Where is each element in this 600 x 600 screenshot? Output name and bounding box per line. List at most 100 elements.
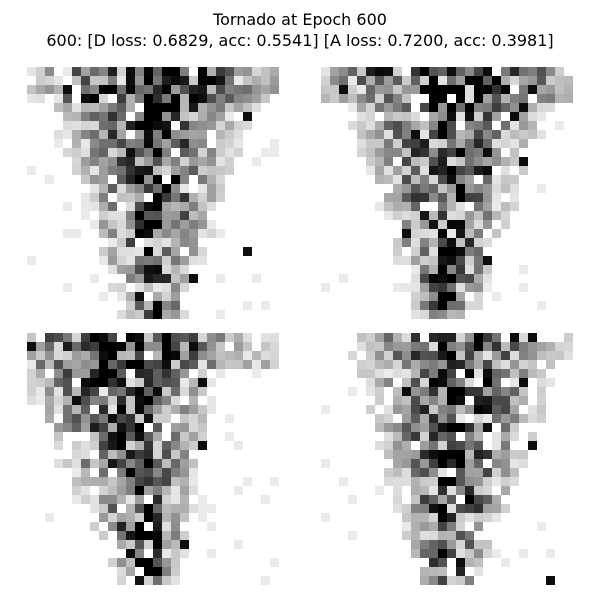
pixel — [117, 76, 127, 86]
pixel — [465, 360, 475, 370]
pixel — [207, 148, 217, 158]
pixel — [420, 256, 430, 266]
pixel — [180, 265, 190, 275]
pixel — [144, 121, 154, 131]
pixel — [198, 423, 208, 433]
pixel — [492, 175, 502, 185]
pixel — [72, 229, 82, 239]
pixel — [81, 414, 91, 424]
pixel — [198, 148, 208, 158]
pixel — [216, 333, 226, 343]
pixel — [501, 220, 511, 230]
pixel — [144, 76, 154, 86]
pixel — [126, 202, 136, 212]
pixel — [402, 441, 412, 451]
pixel — [402, 351, 412, 361]
pixel — [474, 184, 484, 194]
pixel — [153, 531, 163, 541]
pixel — [144, 486, 154, 496]
pixel — [438, 567, 448, 577]
pixel — [429, 504, 439, 514]
pixel — [483, 414, 493, 424]
pixel — [420, 283, 430, 293]
pixel — [216, 166, 226, 176]
pixel — [171, 139, 181, 149]
pixel — [171, 292, 181, 302]
pixel — [420, 193, 430, 203]
pixel — [90, 504, 100, 514]
pixel — [411, 292, 421, 302]
pixel — [27, 333, 37, 343]
pixel — [189, 441, 199, 451]
pixel — [153, 103, 163, 113]
pixel — [135, 477, 145, 487]
pixel — [126, 432, 136, 442]
pixel — [117, 283, 127, 293]
pixel — [402, 130, 412, 140]
pixel — [375, 486, 385, 496]
pixel — [144, 414, 154, 424]
pixel — [99, 229, 109, 239]
pixel — [117, 450, 127, 460]
stats-line: 600: [D loss: 0.6829, acc: 0.5541] [A lo… — [46, 31, 554, 50]
pixel — [45, 333, 55, 343]
pixel — [117, 558, 127, 568]
pixel — [447, 414, 457, 424]
pixel — [465, 495, 475, 505]
pixel — [420, 274, 430, 284]
pixel — [153, 387, 163, 397]
pixel — [375, 333, 385, 343]
pixel — [528, 67, 538, 77]
pixel — [180, 423, 190, 433]
pixel — [528, 369, 538, 379]
pixel — [456, 67, 466, 77]
pixel — [510, 477, 520, 487]
pixel — [81, 342, 91, 352]
pixel — [99, 148, 109, 158]
pixel — [474, 396, 484, 406]
pixel — [438, 175, 448, 185]
pixel — [162, 468, 172, 478]
pixel — [180, 76, 190, 86]
pixel — [198, 414, 208, 424]
pixel — [135, 486, 145, 496]
pixel — [546, 576, 556, 585]
pixel — [162, 333, 172, 343]
pixel — [456, 301, 466, 311]
pixel — [252, 369, 262, 379]
pixel — [447, 121, 457, 131]
pixel — [519, 166, 529, 176]
pixel — [429, 405, 439, 415]
pixel — [501, 67, 511, 77]
pixel — [420, 184, 430, 194]
pixel — [81, 495, 91, 505]
pixel — [411, 414, 421, 424]
pixel — [180, 310, 190, 319]
pixel — [189, 238, 199, 248]
pixel — [411, 522, 421, 532]
pixel — [171, 369, 181, 379]
pixel — [180, 360, 190, 370]
pixel — [162, 202, 172, 212]
pixel — [270, 67, 279, 77]
pixel — [501, 202, 511, 212]
pixel — [384, 441, 394, 451]
pixel — [366, 85, 376, 95]
pixel — [99, 247, 109, 257]
pixel — [384, 157, 394, 167]
pixel — [483, 175, 493, 185]
pixel — [135, 202, 145, 212]
pixel — [144, 247, 154, 257]
pixel — [393, 504, 403, 514]
pixel — [72, 148, 82, 158]
pixel — [108, 112, 118, 122]
pixel — [411, 121, 421, 131]
pixel — [162, 576, 172, 585]
pixel — [429, 103, 439, 113]
pixel — [216, 229, 226, 239]
pixel — [144, 85, 154, 95]
pixel — [429, 423, 439, 433]
pixel — [438, 540, 448, 550]
pixel — [501, 94, 511, 104]
pixel — [99, 360, 109, 370]
